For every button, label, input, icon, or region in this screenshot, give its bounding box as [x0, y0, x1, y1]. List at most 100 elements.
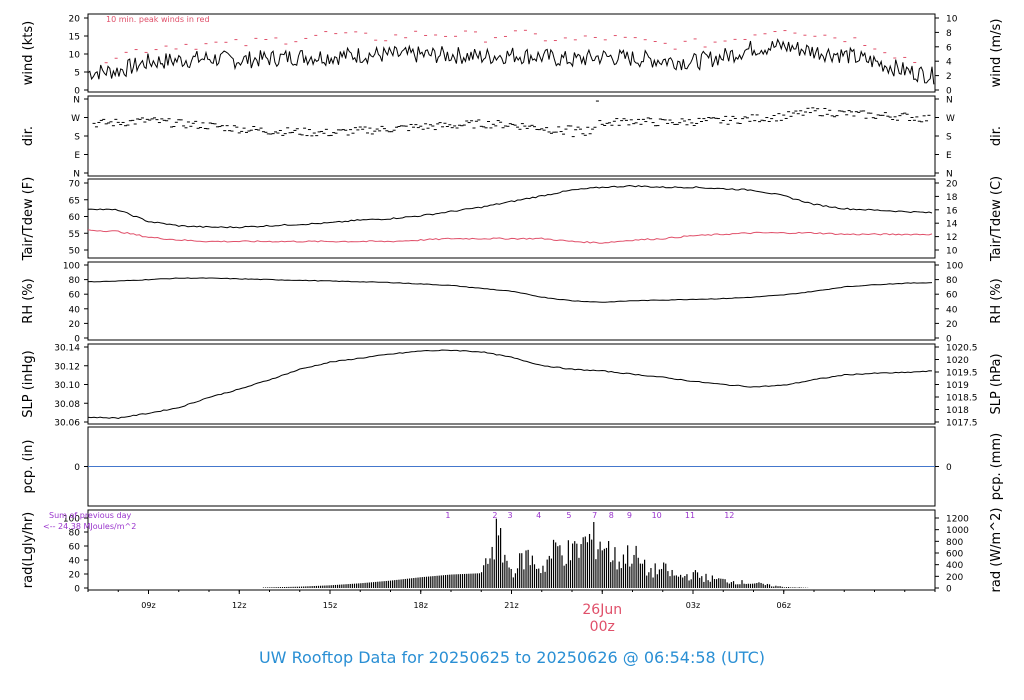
- ytick-label-left: 70: [69, 180, 81, 190]
- ytick-label-right: 10: [946, 247, 958, 257]
- page-title: UW Rooftop Data for 20250625 to 20250626…: [258, 648, 766, 667]
- rad-note-line1: Sum of previous day: [49, 511, 131, 520]
- ytick-label-right: N: [946, 170, 953, 180]
- ytick-label-right: 40: [946, 305, 958, 315]
- xtick-label: 21z: [504, 601, 518, 610]
- ytick-label-right: 200: [946, 573, 963, 583]
- ytick-label-left: 60: [69, 213, 81, 223]
- ytick-label-left: 0: [74, 87, 80, 97]
- wind-speed-line: [87, 38, 935, 85]
- ytick-label-left: 20: [69, 571, 81, 581]
- ytick-label-right: 100: [946, 262, 963, 272]
- ytick-label-left: N: [73, 96, 80, 106]
- ytick-label-right: 1020: [946, 356, 969, 366]
- ytick-label-right: 18: [946, 193, 958, 203]
- ytick-label-left: W: [71, 114, 80, 124]
- rad-hour-mark: 12: [724, 511, 734, 520]
- rad-hour-mark: 7: [592, 511, 597, 520]
- ylabel-left-temp: Tair/Tdew (F): [21, 177, 36, 262]
- ylabel-right-rh: RH (%): [989, 278, 1004, 323]
- ytick-label-right: 8: [946, 29, 952, 39]
- ylabel-right-dir: dir.: [989, 126, 1004, 146]
- ylabel-left-dir: dir.: [21, 126, 36, 146]
- ytick-label-left: 20: [69, 320, 81, 330]
- ytick-label-right: 1017.5: [946, 419, 978, 429]
- ytick-label-right: 800: [946, 538, 963, 548]
- ytick-label-right: 2: [946, 72, 952, 82]
- ytick-label-left: 80: [69, 276, 81, 286]
- rad-hour-mark: 4: [536, 511, 541, 520]
- air-temperature-line: [87, 184, 933, 229]
- ytick-label-right: 60: [946, 291, 958, 301]
- ytick-label-right: S: [946, 133, 952, 143]
- ytick-label-left: 100: [63, 262, 80, 272]
- ytick-label-left: 20: [69, 15, 81, 25]
- rad-hour-mark: 3: [507, 511, 512, 520]
- ytick-label-right: 1000: [946, 526, 969, 536]
- date-sublabel: 00z: [590, 619, 615, 635]
- xtick-label: 09z: [141, 601, 155, 610]
- rad-hour-mark: 11: [685, 511, 695, 520]
- ytick-label-right: 1019.5: [946, 369, 978, 379]
- rad-hour-mark: 1: [445, 511, 450, 520]
- ytick-label-left: 30.12: [54, 362, 80, 372]
- ytick-label-right: 0: [946, 585, 952, 595]
- ytick-label-right: 80: [946, 276, 958, 286]
- panel-frame-slp: [87, 343, 936, 425]
- ytick-label-left: 55: [69, 230, 80, 240]
- panel-frame-wind: [87, 13, 936, 93]
- slp-line: [87, 349, 933, 420]
- ytick-label-left: 100: [63, 515, 80, 525]
- xtick-label: 15z: [323, 601, 337, 610]
- ytick-label-left: 40: [69, 557, 81, 567]
- ytick-label-right: E: [946, 151, 952, 161]
- panels-layer: [87, 13, 936, 591]
- ytick-label-right: 1020.5: [946, 344, 978, 354]
- ytick-label-right: 4: [946, 58, 952, 68]
- dewpoint-line: [87, 229, 933, 244]
- xtick-label: 18z: [414, 601, 428, 610]
- ylabel-right-wind: wind (m/s): [989, 19, 1004, 88]
- panel-frame-temp: [87, 178, 936, 259]
- ytick-label-left: 30.06: [54, 419, 80, 429]
- ylabel-right-temp: Tair/Tdew (C): [989, 176, 1004, 262]
- xtick-label: 03z: [686, 601, 700, 610]
- xtick-label: 12z: [232, 601, 246, 610]
- ytick-label-right: 1019: [946, 381, 969, 391]
- ytick-label-left: 10: [69, 51, 81, 61]
- ytick-label-left: 60: [69, 291, 81, 301]
- ytick-label-right: 1018.5: [946, 394, 978, 404]
- rad-hour-mark: 9: [627, 511, 632, 520]
- wind-peak-annotation: 10 min. peak winds in red: [106, 15, 210, 24]
- ylabel-right-pcp: pcp. (mm): [989, 433, 1004, 500]
- rad-hour-mark: 8: [609, 511, 614, 520]
- ylabel-left-wind: wind (kts): [21, 21, 36, 85]
- ytick-label-right: N: [946, 96, 953, 106]
- ylabel-left-rh: RH (%): [21, 278, 36, 323]
- xtick-label: 06z: [777, 601, 791, 610]
- ytick-label-right: 20: [946, 320, 958, 330]
- ytick-label-left: 0: [74, 335, 80, 345]
- ytick-label-left: S: [74, 133, 80, 143]
- ytick-label-right: W: [946, 114, 955, 124]
- ylabel-right-rad: rad (W/m^2): [989, 508, 1004, 593]
- ytick-label-right: 1200: [946, 515, 969, 525]
- ytick-label-right: 0: [946, 335, 952, 345]
- ytick-label-right: 1018: [946, 406, 969, 416]
- ylabel-left-rad: rad(Lgly/hr): [21, 512, 36, 588]
- ylabel-left-pcp: pcp. (in): [21, 440, 36, 494]
- ytick-label-left: 0: [74, 585, 80, 595]
- ytick-label-left: 30.08: [54, 400, 80, 410]
- ytick-label-right: 400: [946, 561, 963, 571]
- series-layer: [87, 29, 935, 588]
- ytick-label-right: 20: [946, 180, 958, 190]
- ytick-label-left: E: [74, 151, 80, 161]
- ytick-label-left: 30.14: [54, 344, 80, 354]
- ytick-label-left: 50: [69, 247, 81, 257]
- ytick-label-right: 16: [946, 206, 958, 216]
- ylabel-left-slp: SLP (inHg): [21, 350, 36, 418]
- rad-note-line2: <-- 24.38 MJoules/m^2: [43, 522, 136, 531]
- ytick-label-left: N: [73, 170, 80, 180]
